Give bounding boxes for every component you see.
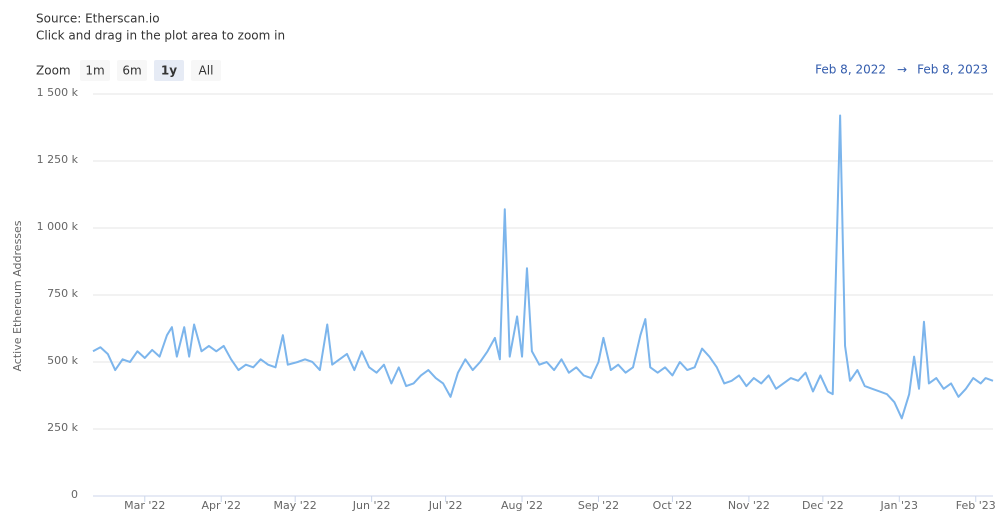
x-tick-label: Nov '22 xyxy=(728,499,770,512)
y-tick-label: 1 000 k xyxy=(37,220,79,233)
y-tick-label: 0 xyxy=(71,488,78,501)
x-tick-label: Apr '22 xyxy=(201,499,241,512)
y-tick-label: 1 500 k xyxy=(37,86,79,99)
x-tick-label: Sep '22 xyxy=(578,499,619,512)
range-separator: → xyxy=(897,63,907,77)
x-tick-label: Mar '22 xyxy=(124,499,165,512)
zoom-button[interactable]: 1m xyxy=(80,60,110,81)
zoom-button[interactable]: 1y xyxy=(154,60,184,81)
zoom-button-bg xyxy=(80,60,110,81)
data-line xyxy=(92,114,994,420)
zoom-button-label: All xyxy=(199,64,214,78)
zoom-label: Zoom xyxy=(36,64,71,78)
zoom-button[interactable]: 6m xyxy=(117,60,147,81)
range-to: Feb 8, 2023 xyxy=(917,63,988,77)
y-tick-label: 1 250 k xyxy=(37,153,79,166)
source: Source: Etherscan.io xyxy=(36,12,160,26)
x-tick-label: Jul '22 xyxy=(428,499,463,512)
x-tick-label: Dec '22 xyxy=(802,499,844,512)
y-axis-title: Active Ethereum Addresses xyxy=(11,220,24,371)
zoom-button-label: 6m xyxy=(122,64,141,78)
zoom-button-bg xyxy=(191,60,221,81)
y-tick-label: 500 k xyxy=(47,354,78,367)
zoom-button-label: 1m xyxy=(85,64,104,78)
zoom-button-label: 1y xyxy=(161,64,177,78)
x-tick-label: Jun '22 xyxy=(352,499,391,512)
zoom-button-bg xyxy=(154,60,184,81)
y-tick-label: 750 k xyxy=(47,287,78,300)
x-tick-label: Feb '23 xyxy=(956,499,996,512)
subtitle: Click and drag in the plot area to zoom … xyxy=(36,29,285,43)
zoom-button-bg xyxy=(117,60,147,81)
x-tick-label: Aug '22 xyxy=(501,499,543,512)
x-tick-label: May '22 xyxy=(274,499,317,512)
y-tick-label: 250 k xyxy=(47,421,78,434)
x-tick-label: Jan '23 xyxy=(880,499,918,512)
zoom-button[interactable]: All xyxy=(191,60,221,81)
x-tick-label: Oct '22 xyxy=(653,499,693,512)
range-from: Feb 8, 2022 xyxy=(815,63,886,77)
